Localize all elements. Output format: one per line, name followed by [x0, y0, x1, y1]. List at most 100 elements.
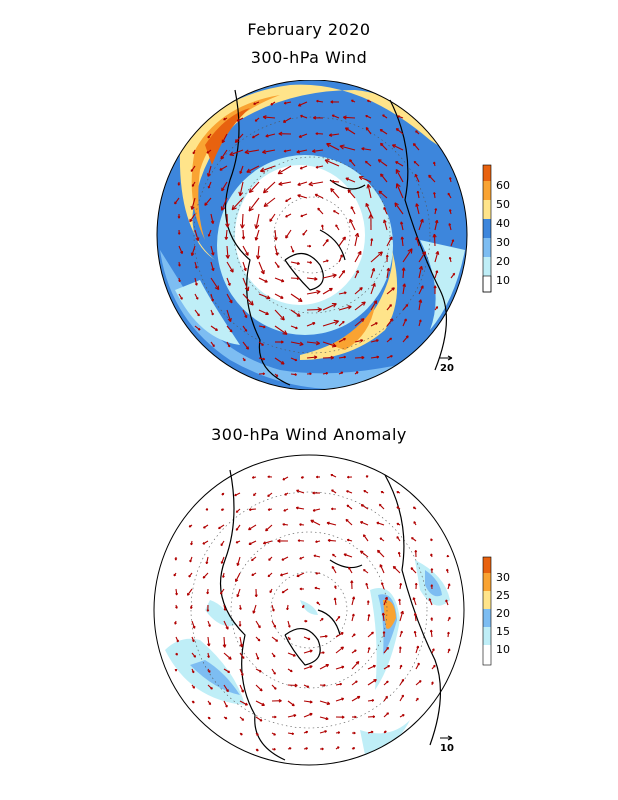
wind-vector-arrowhead: [239, 171, 243, 174]
wind-vector-arrowhead: [366, 99, 370, 103]
wind-vector-arrowhead: [428, 174, 432, 179]
top-colorbar: 60 50 40 30 20 10: [482, 164, 510, 293]
top-cbar-swatch: [482, 275, 492, 293]
wind-vector-arrowhead: [188, 574, 191, 578]
wind-vector-arrow: [258, 277, 268, 283]
wind-vector-arrowhead: [348, 566, 351, 570]
wind-vector-arrowhead: [208, 624, 211, 627]
wind-vector-arrowhead: [248, 206, 254, 212]
wind-vector-arrow: [434, 220, 438, 231]
wind-vector-arrow: [210, 325, 218, 331]
wind-vector-arrowhead: [189, 218, 193, 223]
wind-vector-arrowhead: [330, 473, 333, 477]
wind-vector-arrowhead: [379, 128, 383, 132]
wind-vector-arrowhead: [220, 543, 224, 547]
wind-vector-arrow: [223, 652, 232, 660]
wind-vector-arrow: [379, 564, 385, 574]
wind-vector-arrow: [277, 165, 292, 175]
wind-vector-arrow: [338, 236, 346, 247]
wind-vector-arrowhead: [332, 553, 335, 557]
wind-vector-arrow: [204, 197, 212, 206]
wind-vector-arrow: [326, 143, 340, 151]
wind-vector-arrowhead: [451, 239, 455, 242]
wind-vector-arrowhead: [281, 278, 285, 283]
wind-vector-arrowhead: [269, 218, 273, 222]
wind-vector-arrowhead: [189, 559, 192, 563]
wind-vector-arrow: [383, 596, 388, 606]
wind-vector-arrowhead: [283, 509, 286, 512]
wind-vector-arrow: [223, 684, 229, 692]
wind-vector-arrow: [296, 149, 308, 153]
wind-vector-arrowhead: [313, 116, 317, 120]
wind-vector-arrowhead: [339, 254, 343, 258]
wind-vector-arrowhead: [330, 187, 335, 193]
wind-vector-arrowhead: [416, 697, 419, 701]
top-cbar-tick: 40: [496, 217, 510, 230]
wind-vector-arrow: [338, 270, 346, 279]
wind-vector-arrowhead: [325, 634, 328, 638]
wind-vector-arrowhead: [411, 537, 414, 540]
top-wind-vectors: [174, 99, 456, 377]
wind-vector-arrowhead: [218, 526, 221, 530]
wind-vector-arrow: [347, 189, 356, 199]
wind-vector-arrowhead: [396, 536, 399, 539]
wind-vector-arrowhead: [345, 518, 349, 522]
wind-vector-arrow: [377, 159, 388, 167]
wind-vector-arrowhead: [174, 201, 177, 205]
wind-vector-arrow: [239, 636, 243, 648]
wind-vector-arrowhead: [309, 649, 313, 653]
wind-vector-arrow: [330, 188, 340, 199]
wind-vector-arrowhead: [448, 177, 452, 180]
wind-vector-arrowhead: [341, 697, 345, 701]
wind-vector-arrow: [225, 229, 228, 240]
wind-vector-arrowhead: [325, 239, 329, 243]
wind-vector-arrowhead: [339, 144, 345, 150]
wind-vector-arrowhead: [386, 267, 391, 272]
wind-vector-arrow: [326, 522, 337, 526]
wind-vector-arrow: [255, 213, 260, 229]
wind-vector-arrowhead: [295, 326, 298, 330]
wind-vector-arrowhead: [254, 594, 258, 598]
wind-vector-arrowhead: [380, 490, 384, 494]
wind-vector-arrowhead: [333, 210, 336, 213]
wind-vector-arrowhead: [297, 194, 301, 198]
wind-vector-arrowhead: [277, 539, 281, 543]
wind-vector-arrow: [399, 610, 404, 622]
wind-vector-arrowhead: [223, 608, 227, 611]
wind-vector-arrowhead: [302, 232, 305, 236]
wind-vector-arrowhead: [286, 607, 289, 611]
wind-vector-arrow: [395, 161, 404, 167]
wind-vector-arrow: [248, 181, 260, 193]
wind-vector-arrow: [370, 251, 383, 263]
wind-vector-arrow: [239, 700, 248, 706]
wind-vector-arrowhead: [207, 643, 211, 647]
wind-vector-arrowhead: [371, 699, 375, 702]
wind-vector-arrowhead: [256, 657, 260, 660]
wind-vector-arrowhead: [310, 519, 314, 524]
wind-vector-arrow: [402, 318, 407, 327]
wind-vector-arrowhead: [254, 236, 259, 241]
wind-vector-arrow: [220, 149, 228, 160]
wind-vector-arrowhead: [206, 173, 211, 177]
wind-vector-arrowhead: [405, 303, 409, 307]
wind-vector-arrowhead: [313, 554, 316, 558]
wind-vector-arrowhead: [432, 161, 436, 165]
wind-vector-arrowhead: [180, 297, 183, 300]
wind-vector-arrowhead: [317, 307, 322, 313]
wind-vector-arrowhead: [175, 592, 178, 596]
wind-vector-arrowhead: [222, 644, 227, 648]
wind-vector-arrow: [345, 177, 356, 183]
wind-vector-arrow: [210, 277, 220, 290]
wind-vector-arrowhead: [365, 475, 369, 478]
wind-vector-arrowhead: [433, 285, 437, 289]
wind-vector-arrow: [296, 489, 305, 494]
wind-vector-arrowhead: [315, 475, 319, 479]
wind-vector-arrowhead: [389, 236, 393, 240]
wind-vector-arrowhead: [352, 747, 356, 750]
wind-vector-arrowhead: [239, 607, 242, 610]
wind-vector-arrowhead: [362, 534, 366, 538]
wind-vector-arrowhead: [176, 639, 179, 643]
wind-vector-arrowhead: [263, 202, 269, 208]
wind-vector-arrow: [242, 277, 249, 292]
wind-vector-arrowhead: [307, 637, 311, 641]
